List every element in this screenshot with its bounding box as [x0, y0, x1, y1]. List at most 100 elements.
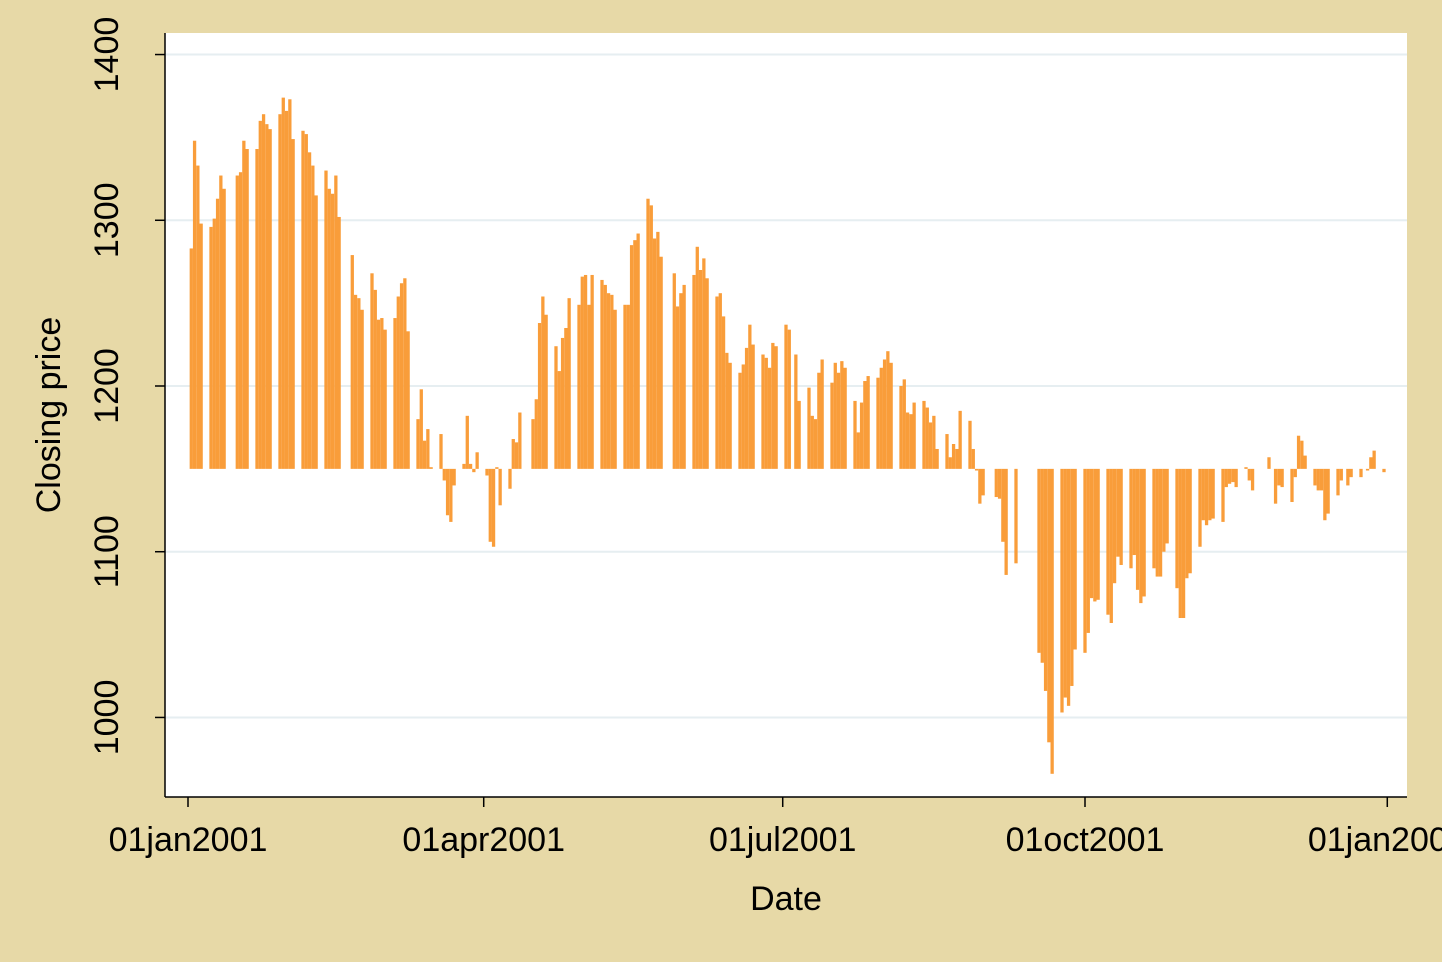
bar: [422, 440, 427, 469]
bar: [1185, 468, 1189, 579]
bar: [449, 468, 453, 522]
axes: 1000 1100 1200 1300 1400 01jan2001 01apr2001 01…: [88, 17, 1442, 859]
bar: [1234, 468, 1238, 488]
bar: [1277, 468, 1281, 486]
bar: [396, 296, 400, 469]
bar: [360, 309, 364, 469]
bar: [1346, 468, 1350, 486]
y-tick-label: 1300: [88, 182, 126, 258]
bar: [393, 318, 397, 469]
bar: [859, 402, 864, 469]
bar: [715, 296, 719, 469]
bar: [1014, 468, 1018, 564]
bar: [238, 172, 243, 469]
bar: [265, 124, 269, 469]
bar: [928, 422, 933, 469]
bar: [304, 134, 308, 469]
bar: [587, 304, 591, 469]
bar: [1313, 468, 1317, 486]
bar: [1175, 468, 1179, 589]
bar: [192, 140, 197, 469]
bar: [590, 274, 594, 469]
bar: [994, 468, 998, 498]
bar: [1300, 440, 1304, 469]
bar: [1359, 468, 1363, 478]
bar: [899, 385, 903, 469]
bar: [567, 298, 571, 469]
bar: [537, 323, 542, 469]
bar: [199, 223, 203, 469]
bar: [794, 354, 798, 469]
bar: [978, 468, 982, 504]
bar: [442, 468, 446, 481]
bar: [797, 400, 801, 469]
bar: [399, 283, 404, 469]
bar: [255, 149, 259, 469]
bar: [419, 389, 423, 469]
x-tick-label: 01jan2002: [1308, 821, 1442, 859]
bar: [840, 361, 844, 469]
bar: [439, 434, 443, 469]
bar: [738, 372, 742, 469]
bar: [1339, 468, 1343, 481]
x-tick-label: 01jan2001: [109, 821, 268, 859]
bar: [1382, 468, 1386, 473]
bar: [702, 258, 706, 469]
bar: [836, 372, 841, 469]
bar: [1043, 468, 1048, 691]
bar: [600, 279, 604, 469]
bar: [695, 246, 699, 469]
bar: [583, 274, 588, 469]
bar: [613, 309, 617, 469]
bar: [652, 238, 657, 469]
bar: [554, 346, 558, 469]
bar: [307, 152, 312, 469]
bar: [675, 306, 680, 469]
bar: [1063, 468, 1067, 698]
bar: [1336, 468, 1340, 496]
bar: [692, 274, 696, 469]
bar: [1152, 468, 1156, 569]
bar: [1158, 468, 1163, 577]
bar: [1273, 468, 1278, 504]
bar: [912, 402, 916, 469]
bar: [807, 387, 811, 469]
bar: [403, 278, 407, 469]
bar: [1296, 435, 1301, 469]
bar: [1247, 468, 1251, 481]
bar: [541, 296, 545, 469]
bar: [656, 231, 660, 469]
bar: [1323, 468, 1327, 521]
bar: [311, 165, 315, 469]
bar: [817, 372, 821, 469]
bar: [672, 273, 676, 469]
bar: [1155, 468, 1159, 577]
bar: [1349, 468, 1353, 478]
bar: [748, 324, 752, 469]
bar: [534, 399, 538, 469]
bar: [1231, 468, 1235, 483]
bar: [1221, 468, 1225, 522]
bar: [636, 233, 640, 469]
bar: [1162, 468, 1166, 552]
bar: [284, 110, 289, 469]
bar: [606, 293, 611, 469]
y-axis-title: Closing price: [30, 317, 68, 514]
bar: [1319, 468, 1324, 491]
bar: [787, 329, 791, 469]
bar: [771, 342, 775, 469]
bar: [705, 278, 709, 469]
bar: [626, 304, 630, 469]
bar: [764, 357, 768, 469]
bar: [1208, 468, 1212, 521]
bar: [955, 448, 959, 469]
bar: [426, 429, 430, 469]
bar: [721, 316, 726, 469]
bar: [682, 284, 686, 469]
bar: [1181, 468, 1186, 619]
bar: [876, 377, 880, 469]
bar: [1047, 468, 1051, 743]
bar: [1365, 468, 1370, 471]
bar: [406, 331, 410, 469]
